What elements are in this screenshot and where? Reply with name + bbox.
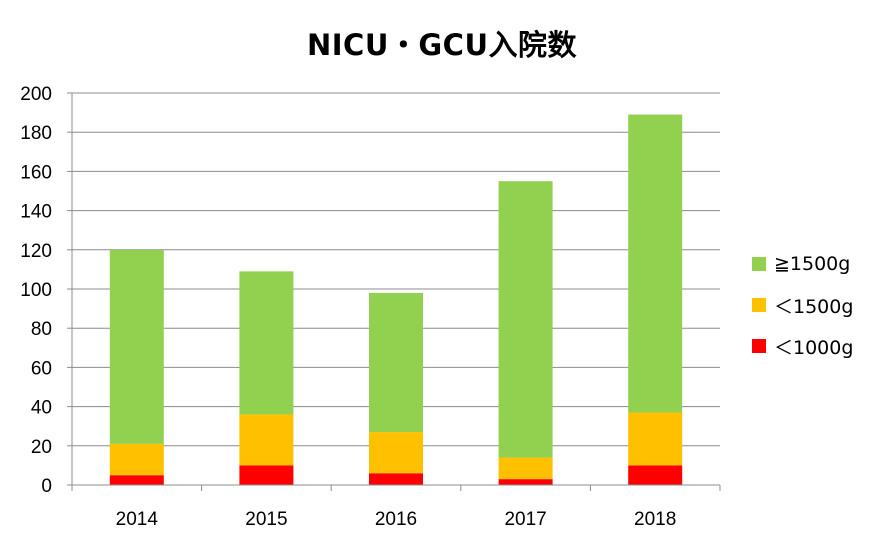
y-tick-label: 40	[31, 398, 52, 419]
legend-swatch	[752, 257, 766, 271]
y-tick-label: 80	[31, 319, 52, 340]
bar-segment	[628, 465, 683, 485]
y-tick-label: 180	[20, 123, 52, 144]
bar-segment	[628, 412, 683, 466]
chart-title: NICU・GCU入院数	[306, 28, 578, 62]
legend-label: ＜1500g	[774, 295, 854, 318]
bar-segment	[109, 475, 164, 485]
legend-label: ≧1500g	[774, 253, 851, 275]
legend-item: ＜1000g	[752, 334, 854, 359]
bar-segment	[109, 249, 164, 444]
bar-segment	[239, 414, 294, 466]
legend-swatch	[752, 339, 766, 353]
x-tick-label: 2014	[116, 509, 159, 530]
x-axis-tick-labels: 2014 2015 2016 2017 2018	[116, 509, 677, 530]
legend-swatch	[752, 298, 766, 312]
y-axis-tick-labels: 0 20 40 60 80 100 120 140 160 180 200	[20, 84, 52, 497]
y-tick-label: 140	[20, 202, 52, 223]
legend: ≧1500g ＜1500g ＜1000g	[752, 252, 853, 375]
legend-label: ＜1000g	[774, 336, 854, 359]
bar-segment	[369, 473, 423, 485]
x-tick-label: 2016	[375, 509, 417, 530]
x-tick-label: 2015	[245, 509, 287, 530]
y-tick-label: 200	[20, 84, 52, 105]
x-tick-label: 2017	[504, 509, 546, 530]
bar-segment	[239, 465, 294, 485]
bar-segment	[628, 114, 683, 413]
bars	[109, 114, 683, 485]
legend-item: ＜1500g	[752, 293, 854, 318]
y-tick-label: 120	[20, 241, 52, 262]
y-tick-label: 60	[31, 358, 52, 379]
bar-segment	[239, 271, 294, 415]
bar-segment	[109, 443, 164, 476]
y-tick-label: 0	[41, 476, 52, 497]
bar-segment	[498, 479, 553, 485]
y-tick-label: 100	[20, 280, 52, 301]
bar-segment	[498, 181, 553, 458]
bar-segment	[369, 432, 423, 474]
bar-segment	[369, 292, 423, 433]
y-tick-label: 160	[20, 162, 52, 183]
axes	[67, 92, 721, 491]
legend-item: ≧1500g	[752, 252, 853, 276]
bar-segment	[498, 457, 553, 480]
x-tick-label: 2018	[634, 509, 676, 530]
y-tick-label: 20	[31, 437, 52, 458]
